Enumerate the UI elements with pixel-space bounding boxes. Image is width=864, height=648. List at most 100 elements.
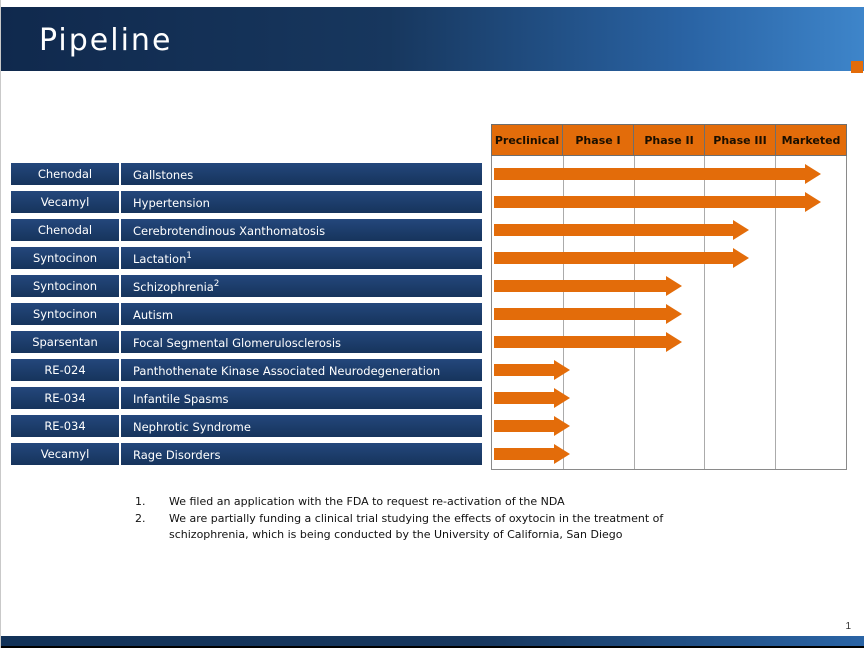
footnote-text: We are partially funding a clinical tria… (169, 512, 664, 541)
arrow-head (805, 164, 822, 184)
footnote-1: 1. We filed an application with the FDA … (135, 494, 775, 510)
arrow-body (494, 252, 733, 264)
phase-arrow (494, 276, 682, 296)
arrow-head (554, 360, 571, 380)
drug-name: Syntocinon (32, 251, 98, 265)
arrow-body (494, 364, 555, 376)
pipeline-row-label: Sparsentan Focal Segmental Glomeruloscler… (11, 331, 482, 353)
pipeline-row-label: RE-034 Nephrotic Syndrome (11, 415, 482, 437)
arrow-body (494, 448, 555, 460)
footnote-number: 1. (135, 495, 146, 508)
pipeline-row-label: Chenodal Cerebrotendinous Xanthomatosis (11, 219, 482, 241)
indication-text: Cerebrotendinous Xanthomatosis (133, 223, 326, 238)
indication-name: Hypertension (121, 195, 482, 210)
footnote-ref: 2 (213, 278, 220, 289)
pipeline-row-label: Chenodal Gallstones (11, 163, 482, 185)
drug-name: Chenodal (37, 167, 93, 181)
indication-text: Schizophrenia (133, 279, 214, 294)
phase-arrow (494, 248, 749, 268)
phase-arrow (494, 388, 571, 408)
row-divider (119, 443, 121, 465)
indication-text: Nephrotic Syndrome (133, 419, 251, 434)
pipeline-row-label: Syntocinon Lactation1 (11, 247, 482, 269)
drug-name: Syntocinon (32, 279, 98, 293)
indication-text: Autism (133, 307, 174, 322)
arrow-head (805, 192, 822, 212)
arrow-body (494, 168, 806, 180)
arrow-body (494, 196, 806, 208)
phase-arrow (494, 332, 682, 352)
pipeline-row-label: RE-024 Panthothenate Kinase Associated Ne… (11, 359, 482, 381)
phase-arrow (494, 164, 822, 184)
indication-name: Panthothenate Kinase Associated Neurodeg… (121, 363, 482, 378)
indication-name: Infantile Spasms (121, 391, 482, 405)
row-divider (119, 247, 121, 269)
row-divider (119, 387, 121, 409)
indication-text: Gallstones (133, 167, 194, 182)
indication-name: Nephrotic Syndrome (121, 419, 482, 434)
footnote-text: We filed an application with the FDA to … (169, 495, 565, 508)
grid-line (775, 156, 777, 469)
drug-name: RE-034 (44, 391, 86, 405)
drug-name: Sparsentan (32, 335, 98, 349)
indication-name: Gallstones (121, 167, 482, 182)
pipeline-row-label: Syntocinon Autism (11, 303, 482, 325)
row-divider (119, 331, 121, 353)
phase-header-cell-preclinical: Preclinical (492, 125, 563, 155)
phase-arrow (494, 304, 682, 324)
indication-name: Autism (121, 307, 482, 322)
row-divider (119, 303, 121, 325)
pipeline-row-label: Vecamyl Hypertension (11, 191, 482, 213)
arrow-body (494, 392, 555, 404)
arrow-body (494, 280, 666, 292)
arrow-head (732, 248, 749, 268)
indication-text: Rage Disorders (133, 447, 221, 462)
row-divider (119, 219, 121, 241)
pipeline-row-label: Vecamyl Rage Disorders (11, 443, 482, 465)
indication-text: Panthothenate Kinase Associated Neurodeg… (133, 363, 441, 378)
row-divider (119, 359, 121, 381)
drug-name: Syntocinon (32, 307, 98, 321)
drug-name: Vecamyl (40, 447, 90, 461)
phase-header-cell-phase3: Phase III (705, 125, 776, 155)
arrow-body (494, 308, 666, 320)
drug-name: RE-034 (44, 419, 86, 433)
arrow-head (665, 276, 682, 296)
pipeline-row-label: Syntocinon Schizophrenia2 (11, 275, 482, 297)
row-divider (119, 415, 121, 437)
phase-arrow (494, 444, 571, 464)
slide-header: Pipeline (1, 7, 864, 71)
pipeline-row-label: RE-034 Infantile Spasms (11, 387, 482, 409)
accent-square (851, 61, 863, 73)
bottom-bar (1, 636, 864, 646)
indication-text: Focal Segmental Glomerulosclerosis (133, 335, 342, 350)
phase-arrow (494, 192, 822, 212)
arrow-head (665, 304, 682, 324)
indication-name: Rage Disorders (121, 447, 482, 462)
row-divider (119, 191, 121, 213)
arrow-body (494, 224, 733, 236)
footnote-ref: 1 (186, 250, 192, 261)
indication-text: Hypertension (133, 195, 210, 210)
arrow-head (665, 332, 682, 352)
footnote-number: 2. (135, 512, 146, 525)
drug-name: RE-024 (44, 363, 86, 377)
bottom-edge (1, 646, 864, 648)
arrow-body (494, 336, 666, 348)
phase-arrow (494, 416, 571, 436)
arrow-head (732, 220, 749, 240)
arrow-head (554, 444, 571, 464)
grid-line (704, 156, 706, 469)
indication-name: Schizophrenia2 (121, 279, 482, 294)
row-divider (119, 275, 121, 297)
row-divider (119, 163, 121, 185)
page-number: 1 (845, 621, 851, 632)
arrow-head (554, 388, 571, 408)
phase-arrow (494, 360, 571, 380)
arrow-body (494, 420, 555, 432)
indication-name: Cerebrotendinous Xanthomatosis (121, 223, 482, 238)
page-title: Pipeline (39, 23, 173, 58)
arrow-head (554, 416, 571, 436)
chart-grid (491, 156, 847, 470)
